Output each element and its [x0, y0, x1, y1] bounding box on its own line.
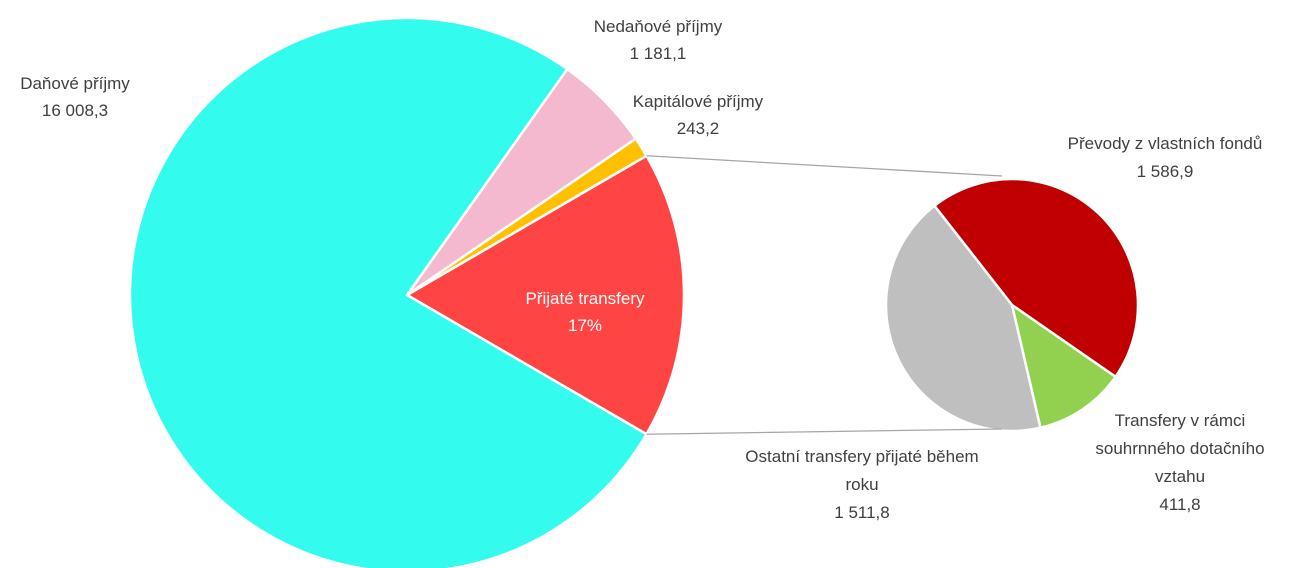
pie-slice — [128, 16, 649, 568]
slice-label: Převody z vlastních fondů — [1067, 134, 1263, 153]
value-label: 1 511,8 — [834, 503, 890, 522]
value-label: 411,8 — [1159, 495, 1201, 514]
slice-label: Kapitálové příjmy — [632, 92, 764, 111]
slice-label: Ostatní transfery přijaté během roku — [745, 447, 979, 494]
slice-label: Přijaté transfery — [525, 289, 645, 308]
pie-slice — [1010, 302, 1118, 430]
value-label: 243,2 — [676, 119, 720, 138]
connector-line — [646, 428, 1003, 435]
pie-slice — [932, 177, 1140, 379]
value-label: 1 586,9 — [1136, 162, 1194, 181]
value-label: 1 181,1 — [629, 44, 687, 63]
connector-line — [646, 155, 1003, 177]
slice-label: Nedaňové příjmy — [593, 17, 723, 36]
slice-label: Transfery v rámci souhrnného dotačního v… — [1095, 411, 1265, 486]
value-label: 16 008,3 — [41, 101, 109, 120]
pie-slice — [404, 154, 686, 436]
pie-slice — [884, 203, 1042, 433]
slice-label: Daňové příjmy — [20, 74, 130, 93]
value-label: 17% — [567, 316, 603, 335]
